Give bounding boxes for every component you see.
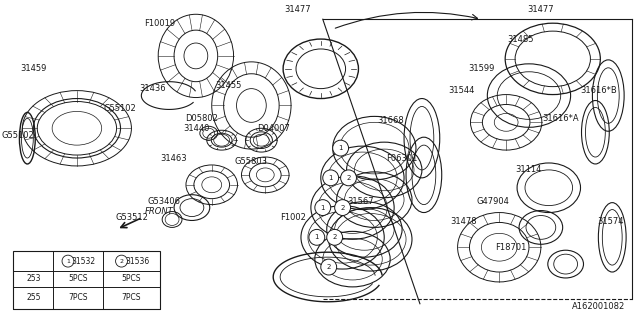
Text: 2: 2 <box>340 204 345 211</box>
Text: F10019: F10019 <box>143 19 175 28</box>
Text: F18701: F18701 <box>495 243 527 252</box>
Text: 1: 1 <box>328 175 333 181</box>
Text: 31544: 31544 <box>449 86 475 95</box>
Circle shape <box>327 229 342 245</box>
Circle shape <box>340 170 356 186</box>
Text: G53512: G53512 <box>116 213 149 222</box>
Text: 31463: 31463 <box>161 154 188 163</box>
Text: 1: 1 <box>66 259 70 264</box>
Text: 31114: 31114 <box>516 165 542 174</box>
Text: 31616*A: 31616*A <box>542 114 579 123</box>
Text: 31536: 31536 <box>125 257 150 266</box>
Text: 2: 2 <box>120 259 124 264</box>
Text: 31485: 31485 <box>508 35 534 44</box>
Text: 253: 253 <box>26 275 40 284</box>
Circle shape <box>323 170 339 186</box>
Text: 31478: 31478 <box>450 217 477 226</box>
Text: F06301: F06301 <box>387 154 418 163</box>
Text: 5PCS: 5PCS <box>68 275 88 284</box>
Text: FRONT: FRONT <box>145 206 173 215</box>
Bar <box>13 251 160 309</box>
Text: 5PCS: 5PCS <box>122 275 141 284</box>
Circle shape <box>335 200 351 215</box>
Text: 1: 1 <box>339 145 343 151</box>
Text: G55803: G55803 <box>235 157 268 166</box>
Text: 1: 1 <box>321 204 325 211</box>
Text: 31459: 31459 <box>20 64 47 73</box>
Circle shape <box>62 255 74 267</box>
Text: 255: 255 <box>26 293 40 302</box>
Circle shape <box>333 140 349 156</box>
Text: 31477: 31477 <box>285 5 311 14</box>
Text: 7PCS: 7PCS <box>122 293 141 302</box>
Text: G55102: G55102 <box>1 131 34 140</box>
Text: D05802: D05802 <box>186 114 218 123</box>
Text: 2: 2 <box>332 234 337 240</box>
Circle shape <box>309 229 324 245</box>
Circle shape <box>321 259 337 275</box>
Text: A162001082: A162001082 <box>572 302 625 311</box>
Text: 31532: 31532 <box>72 257 96 266</box>
Text: 2: 2 <box>326 264 331 270</box>
Circle shape <box>315 200 331 215</box>
Text: F1002: F1002 <box>280 213 306 222</box>
Text: D04007: D04007 <box>257 124 290 133</box>
Text: 2: 2 <box>346 175 351 181</box>
Text: 31440: 31440 <box>184 124 210 133</box>
Text: G47904: G47904 <box>477 197 509 206</box>
Text: 31436: 31436 <box>139 84 166 93</box>
Text: 31574: 31574 <box>597 217 623 226</box>
Text: 31477: 31477 <box>527 5 554 14</box>
Text: 31567: 31567 <box>347 197 374 206</box>
Circle shape <box>116 255 127 267</box>
Text: 31616*B: 31616*B <box>580 86 617 95</box>
Text: 31668: 31668 <box>377 116 404 125</box>
Text: 31599: 31599 <box>468 64 495 73</box>
Text: 1: 1 <box>315 234 319 240</box>
Text: 7PCS: 7PCS <box>68 293 88 302</box>
Text: G55102: G55102 <box>103 104 136 113</box>
Text: 31455: 31455 <box>216 81 242 90</box>
Text: G53406: G53406 <box>148 197 180 206</box>
